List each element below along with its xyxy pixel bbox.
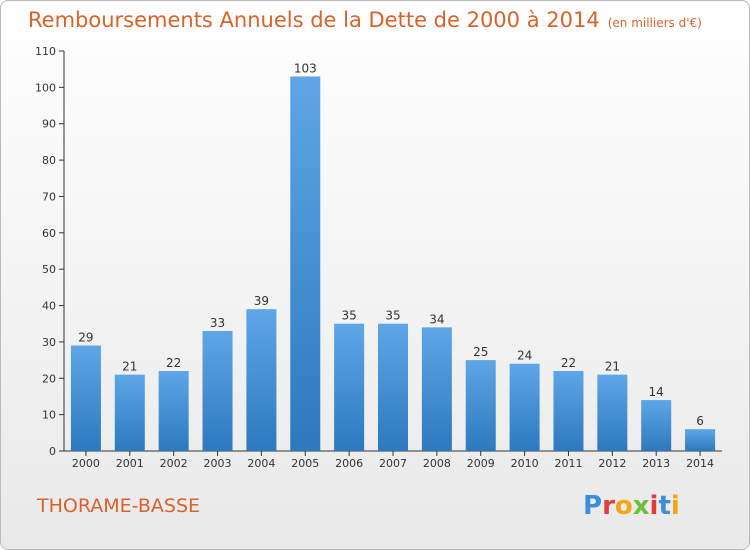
axes: 0 10 20 30 40 50 60 70 80 90 100 110 2000 2001 2002 200… (35, 45, 722, 470)
x-tick-label-2000: 2000 (72, 457, 100, 470)
y-tick-label: 40 (42, 300, 56, 313)
x-tick-label-2005: 2005 (291, 457, 319, 470)
x-tick-label-2006: 2006 (335, 457, 363, 470)
y-tick-label: 100 (35, 81, 56, 94)
bars (70, 76, 716, 452)
bar-2006 (334, 323, 365, 451)
x-tick-label-2010: 2010 (511, 457, 539, 470)
bar-2010 (509, 363, 540, 451)
bar-2013 (641, 400, 672, 451)
data-label-2003: 33 (210, 316, 225, 330)
x-tick-label-2011: 2011 (554, 457, 582, 470)
y-tick-label: 60 (42, 227, 56, 240)
y-tick-label: 30 (42, 336, 56, 349)
logo-letter: o (614, 491, 633, 521)
chart-header: Remboursements Annuels de la Dette de 20… (28, 8, 702, 32)
data-label-2008: 34 (429, 312, 444, 326)
data-label-2002: 22 (166, 356, 181, 370)
logo-letter: i (670, 491, 680, 521)
y-tick-label: 90 (42, 118, 56, 131)
logo-letter: P (583, 491, 603, 521)
bar-2011 (553, 371, 584, 451)
data-label-2013: 14 (649, 385, 664, 399)
data-labels: 29 21 22 33 39 103 35 35 34 25 24 22 21 14 6 (78, 61, 704, 428)
bar-2001 (114, 374, 145, 451)
data-label-2000: 29 (78, 331, 93, 345)
x-tick-label-2003: 2003 (204, 457, 232, 470)
bar-2009 (465, 360, 496, 451)
bar-2008 (421, 327, 452, 451)
bar-2014 (685, 429, 716, 451)
data-label-2014: 6 (696, 414, 704, 428)
logo-letter: i (649, 491, 659, 521)
x-tick-label-2007: 2007 (379, 457, 407, 470)
y-tick-label: 50 (42, 263, 56, 276)
x-tick-label-2009: 2009 (467, 457, 495, 470)
chart-title: Remboursements Annuels de la Dette de 20… (28, 8, 600, 32)
logo-letter: r (602, 491, 615, 521)
data-label-2010: 24 (517, 349, 532, 363)
commune-name: THORAME-BASSE (37, 495, 201, 517)
logo-letter: x (632, 491, 650, 521)
bar-2005 (290, 76, 321, 452)
data-label-2001: 21 (122, 360, 137, 374)
y-tick-label: 0 (49, 445, 56, 458)
x-tick-label-2008: 2008 (423, 457, 451, 470)
data-label-2011: 22 (561, 356, 576, 370)
data-label-2005: 103 (294, 61, 317, 75)
x-tick-label-2002: 2002 (160, 457, 188, 470)
proxiti-logo[interactable]: Proxiti (583, 491, 680, 521)
x-tick-label-2004: 2004 (247, 457, 275, 470)
bar-2003 (202, 331, 233, 451)
bar-2007 (378, 323, 408, 451)
x-tick-label-2001: 2001 (116, 457, 144, 470)
data-label-2007: 35 (385, 309, 400, 323)
y-tick-label: 10 (42, 409, 56, 422)
y-tick-label: 110 (35, 45, 56, 58)
logo-letter: t (658, 491, 671, 521)
chart-unit: (en milliers d'€) (607, 16, 702, 30)
y-tick-label: 20 (42, 372, 56, 385)
bar-2012 (597, 374, 628, 451)
bar-2004 (246, 309, 277, 451)
bar-2002 (158, 371, 189, 451)
data-label-2012: 21 (605, 360, 620, 374)
x-tick-label-2012: 2012 (598, 457, 626, 470)
bar-2000 (70, 345, 101, 451)
data-label-2006: 35 (341, 309, 356, 323)
data-label-2009: 25 (473, 345, 488, 359)
x-tick-label-2013: 2013 (642, 457, 670, 470)
x-tick-label-2014: 2014 (686, 457, 714, 470)
y-tick-label: 80 (42, 154, 56, 167)
data-label-2004: 39 (254, 294, 269, 308)
y-tick-label: 70 (42, 190, 56, 203)
